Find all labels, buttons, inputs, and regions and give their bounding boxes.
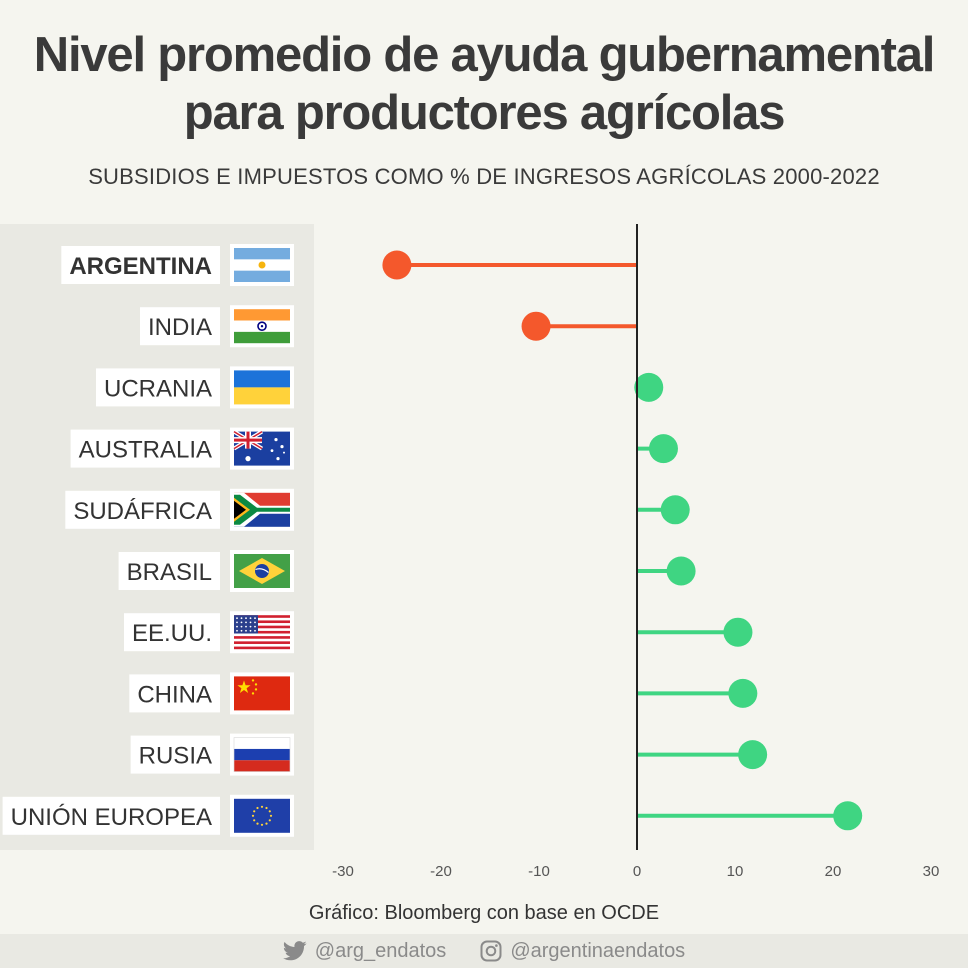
country-label: RUSIA (139, 743, 212, 770)
label-box (129, 674, 220, 713)
x-tick-label: 30 (923, 863, 940, 880)
lollipop-chart: ARGENTINA INDIA UCRANIA AUSTRALIA SUDÁFRICA B… (2, 224, 940, 880)
lollipop-dot (666, 556, 696, 586)
chart-row: SUDÁFRICA (65, 488, 690, 531)
china-flag-icon (230, 672, 294, 715)
chart-row: BRASIL (118, 550, 696, 592)
chart-row: INDIA (139, 305, 637, 348)
twitter-bird-icon (282, 941, 307, 961)
x-tick-label: 10 (727, 863, 744, 880)
lollipop-dot (728, 678, 758, 708)
instagram-handle: @argentinaendatos (510, 939, 686, 962)
footer-bar: @arg_endatos @argentinaendatos (0, 934, 968, 968)
twitter-handle-group[interactable]: @arg_endatos (282, 939, 447, 963)
usa-flag-icon (230, 611, 294, 654)
lollipop-dot (723, 617, 753, 647)
country-label: AUSTRALIA (79, 437, 212, 464)
australia-flag-icon (230, 427, 294, 470)
label-box (61, 246, 220, 284)
chart-subtitle: SUBSIDIOS E IMPUESTOS COMO % DE INGRESOS… (88, 164, 880, 189)
argentina-flag-icon (230, 244, 294, 286)
label-box (65, 490, 220, 529)
x-tick-label: -30 (332, 863, 354, 880)
country-label: INDIA (148, 314, 212, 341)
label-box (70, 429, 220, 468)
chart-row: AUSTRALIA (70, 427, 678, 470)
country-label: CHINA (137, 681, 212, 708)
india-flag-icon (230, 305, 294, 348)
chart-title-line-1: Nivel promedio de ayuda gubernamental (33, 28, 936, 82)
country-label: SUDÁFRICA (73, 498, 212, 525)
chart-row: UNIÓN EUROPEA (2, 794, 863, 837)
label-box (95, 368, 220, 407)
chart-row: RUSIA (130, 733, 768, 776)
label-box (2, 796, 220, 835)
lollipop-dot (521, 311, 551, 341)
country-label: UCRANIA (104, 375, 212, 402)
lollipop-dot (382, 250, 412, 280)
instagram-handle-group[interactable]: @argentinaendatos (480, 940, 685, 963)
lollipop-dot (833, 801, 863, 831)
lollipop-dot (634, 372, 664, 402)
x-tick-label: -20 (430, 863, 452, 880)
chart-title-line-2: para productores agrícolas (183, 86, 786, 140)
x-tick-label: -10 (528, 863, 550, 880)
country-label: ARGENTINA (69, 253, 212, 280)
chart-row: CHINA (129, 672, 758, 715)
country-label: UNIÓN EUROPEA (11, 804, 212, 831)
ukraine-flag-icon (230, 366, 294, 409)
country-label: BRASIL (127, 559, 212, 586)
chart-row: ARGENTINA (61, 244, 637, 286)
country-label: EE.UU. (132, 620, 212, 647)
twitter-handle: @arg_endatos (314, 939, 447, 962)
south-africa-flag-icon (230, 488, 294, 531)
label-box (139, 307, 220, 346)
x-tick-label: 20 (825, 863, 842, 880)
lollipop-dot (738, 740, 768, 770)
lollipop-dot (648, 434, 678, 464)
chart-title: Nivel promedio de ayuda gubernamental pa… (0, 26, 968, 142)
x-tick-label: 0 (633, 863, 641, 880)
russia-flag-icon (230, 733, 294, 776)
label-box (123, 613, 220, 652)
source-note: Gráfico: Bloomberg con base en OCDE (308, 902, 660, 924)
label-box (130, 735, 220, 774)
eu-flag-icon (230, 794, 294, 837)
label-box (118, 552, 220, 590)
lollipop-dot (660, 495, 690, 525)
instagram-icon (480, 940, 502, 962)
brazil-flag-icon (230, 550, 294, 592)
chart-row: UCRANIA (95, 366, 664, 409)
chart-row: EE.UU. (123, 611, 753, 654)
